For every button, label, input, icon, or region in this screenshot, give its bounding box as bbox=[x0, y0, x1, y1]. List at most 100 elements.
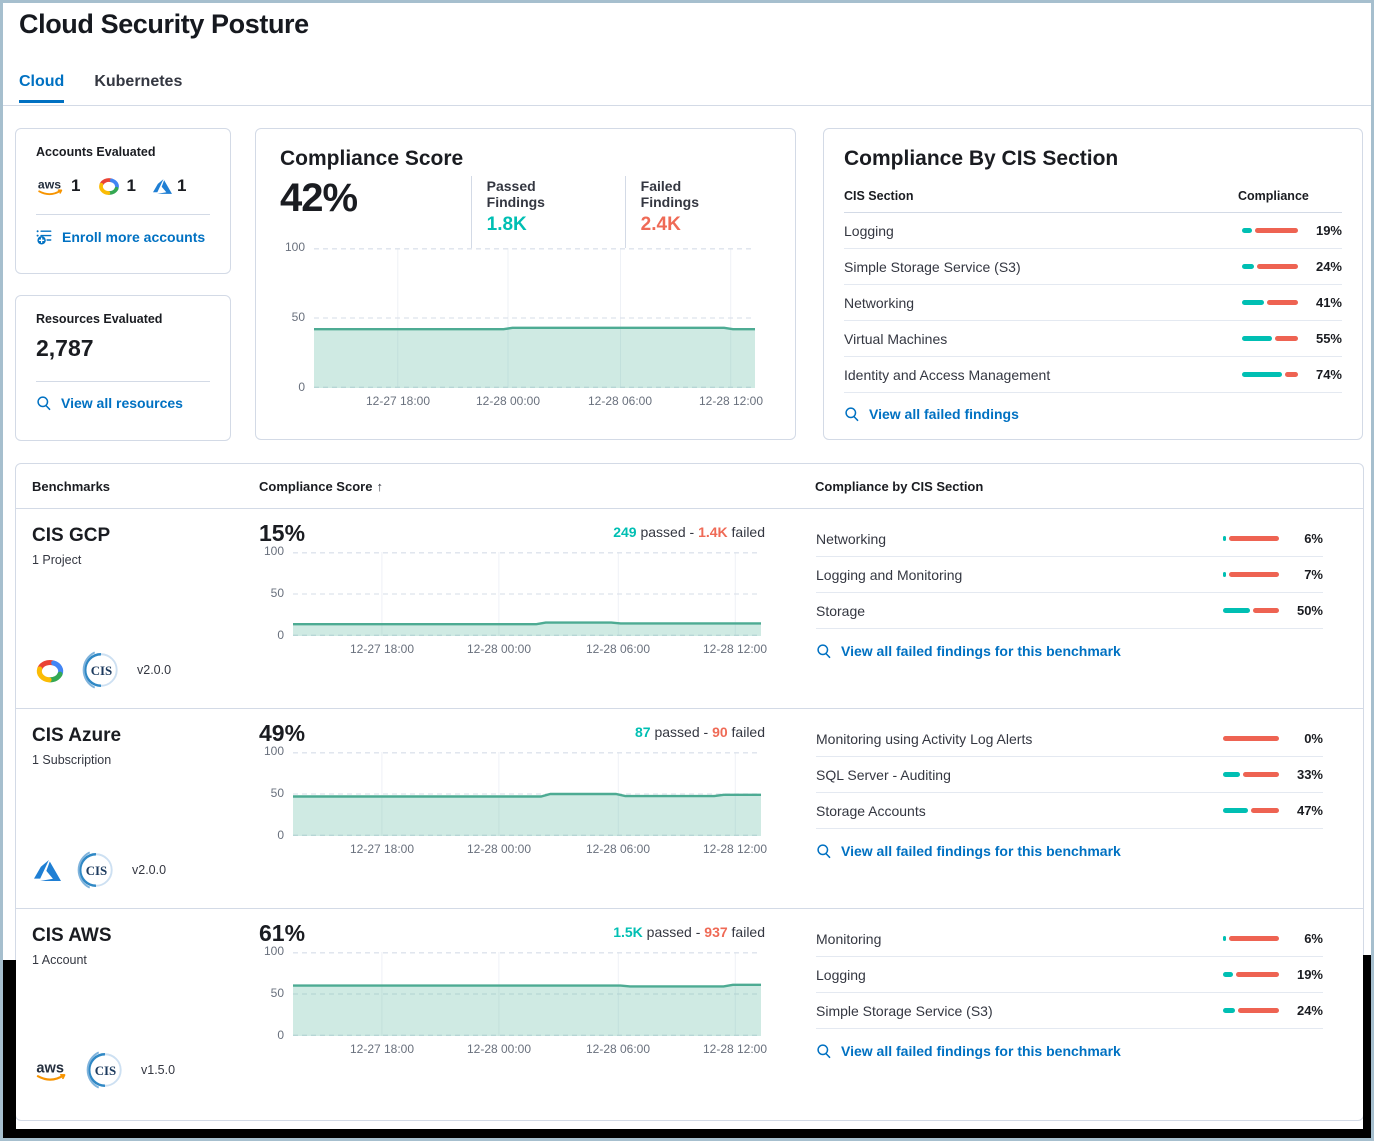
tab-kubernetes[interactable]: Kubernetes bbox=[94, 73, 183, 90]
cis-section-label: Monitoring using Activity Log Alerts bbox=[816, 730, 1033, 747]
cis-section-row: Networking 41% bbox=[844, 285, 1342, 321]
benchmark-trend-chart: 0 50 100 12-27 18:00 12-28 00:00 12-28 06:00… bbox=[259, 744, 815, 862]
cis-logo-icon: CIS bbox=[77, 851, 113, 889]
y-axis-tick: 100 bbox=[284, 240, 305, 254]
compliance-percent: 41% bbox=[1315, 295, 1342, 310]
compliance-bar bbox=[1223, 972, 1279, 977]
y-axis: 0 50 100 bbox=[259, 744, 293, 842]
benchmark-scope: 1 Account bbox=[32, 953, 87, 967]
azure-icon bbox=[34, 859, 61, 881]
benchmark-row: CIS GCP 1 Project CIS v2.0.0 15% 249 pas… bbox=[16, 509, 1363, 709]
cis-section-label: Networking bbox=[844, 294, 915, 311]
cis-logo-icon: CIS bbox=[86, 1051, 122, 1089]
provider-count: 1 bbox=[97, 176, 136, 196]
resources-evaluated-card: Resources Evaluated 2,787 View all resou… bbox=[15, 295, 231, 441]
compliance-percent: 6% bbox=[1304, 531, 1323, 546]
aws-icon: aws bbox=[38, 177, 63, 195]
tab-bar: Cloud Kubernetes bbox=[19, 73, 182, 103]
compliance-percent: 55% bbox=[1315, 331, 1342, 346]
x-axis-tick: 12-28 12:00 bbox=[702, 1042, 768, 1056]
area-chart bbox=[293, 752, 761, 836]
x-axis: 12-27 18:00 12-28 00:00 12-28 06:00 12-28 1… bbox=[293, 642, 767, 662]
link-label: View all failed findings for this benchm… bbox=[841, 843, 1121, 859]
compliance-bar bbox=[1223, 572, 1279, 577]
view-failed-findings-benchmark-link[interactable]: View all failed findings for this benchm… bbox=[816, 643, 1121, 659]
cis-table-header: CIS Section Compliance bbox=[844, 180, 1342, 213]
benchmark-score-cell: 15% 249 passed - 1.4K failed 0 50 100 12-2… bbox=[259, 509, 815, 708]
svg-text:aws: aws bbox=[38, 177, 61, 191]
aws-icon: aws bbox=[36, 1060, 66, 1081]
y-axis-tick: 0 bbox=[277, 628, 284, 642]
cis-logo-icon: CIS bbox=[82, 651, 118, 689]
x-axis: 12-27 18:00 12-28 00:00 12-28 06:00 12-28 1… bbox=[314, 394, 763, 414]
benchmark-info-cell: CIS AWS 1 Account aws CIS v1.5.0 bbox=[32, 909, 259, 1122]
enroll-more-accounts-link[interactable]: Enroll more accounts bbox=[36, 228, 205, 245]
view-all-failed-findings-link[interactable]: View all failed findings bbox=[844, 406, 1019, 422]
compliance-by-cis-section-card: Compliance By CIS Section CIS Section Co… bbox=[823, 128, 1363, 440]
y-axis-tick: 0 bbox=[277, 1028, 284, 1042]
svg-text:aws: aws bbox=[36, 1060, 64, 1076]
y-axis-tick: 100 bbox=[263, 744, 284, 758]
failed-findings-label: Failed Findings bbox=[640, 178, 699, 210]
link-label: Enroll more accounts bbox=[62, 228, 206, 245]
search-icon bbox=[37, 396, 51, 411]
x-axis-tick: 12-28 00:00 bbox=[466, 842, 532, 856]
benchmarks-column-header: Benchmarks bbox=[32, 478, 111, 494]
gcp-icon bbox=[36, 659, 64, 682]
svg-text:CIS: CIS bbox=[86, 864, 107, 878]
cis-section-row: Logging and Monitoring 7% bbox=[816, 557, 1323, 593]
y-axis-tick: 100 bbox=[263, 944, 284, 958]
cis-section-label: SQL Server - Auditing bbox=[816, 766, 951, 783]
benchmarks-table-header: Benchmarks Compliance Score ↑ Compliance … bbox=[16, 464, 1363, 509]
plot-area bbox=[293, 952, 761, 1036]
x-axis-tick: 12-27 18:00 bbox=[349, 1042, 415, 1056]
failed-count: 90 bbox=[712, 724, 728, 740]
passed-failed-summary: 249 passed - 1.4K failed bbox=[613, 524, 765, 540]
view-failed-findings-benchmark-link[interactable]: View all failed findings for this benchm… bbox=[816, 1043, 1121, 1059]
background-matte bbox=[3, 1129, 1371, 1138]
compliance-percent: 74% bbox=[1315, 367, 1342, 382]
y-axis-tick: 0 bbox=[277, 828, 284, 842]
passed-findings-metric: Passed Findings 1.8K bbox=[470, 176, 625, 248]
cis-section-column-header: CIS Section bbox=[844, 189, 914, 203]
passed-count: 249 bbox=[613, 524, 637, 540]
view-all-resources-link[interactable]: View all resources bbox=[36, 395, 183, 411]
benchmark-logos: CIS v2.0.0 bbox=[34, 649, 171, 691]
cis-section-label: Logging and Monitoring bbox=[816, 566, 963, 583]
compliance-score-card: Compliance Score 42% Passed Findings 1.8… bbox=[255, 128, 796, 440]
x-axis-tick: 12-27 18:00 bbox=[349, 642, 415, 656]
x-axis-tick: 12-28 12:00 bbox=[698, 394, 764, 408]
compliance-bar bbox=[1223, 736, 1279, 741]
cis-section-label: Storage bbox=[816, 602, 866, 619]
sort-ascending-icon: ↑ bbox=[376, 478, 383, 494]
area-chart bbox=[293, 552, 761, 636]
benchmark-name: CIS Azure bbox=[32, 725, 122, 746]
compliance-score-sort-header[interactable]: Compliance Score ↑ bbox=[259, 479, 815, 494]
cis-section-row: Virtual Machines 55% bbox=[844, 321, 1342, 357]
cis-section-row: Storage Accounts 47% bbox=[816, 793, 1323, 829]
tab-cloud[interactable]: Cloud bbox=[19, 73, 65, 103]
x-axis: 12-27 18:00 12-28 00:00 12-28 06:00 12-28 1… bbox=[293, 1042, 767, 1062]
benchmark-score-cell: 49% 87 passed - 90 failed 0 50 100 12-27 1… bbox=[259, 709, 815, 908]
plot-area bbox=[293, 752, 761, 836]
compliance-bar bbox=[1242, 228, 1298, 233]
x-axis-tick: 12-28 00:00 bbox=[466, 642, 532, 656]
y-axis-tick: 100 bbox=[263, 544, 284, 558]
benchmark-score-cell: 61% 1.5K passed - 937 failed 0 50 100 12-2… bbox=[259, 909, 815, 1122]
view-failed-findings-benchmark-link[interactable]: View all failed findings for this benchm… bbox=[816, 843, 1121, 859]
compliance-bar bbox=[1223, 772, 1279, 777]
passed-failed-summary: 87 passed - 90 failed bbox=[635, 724, 765, 740]
x-axis-tick: 12-28 00:00 bbox=[466, 1042, 532, 1056]
benchmark-score: 49% bbox=[259, 720, 306, 746]
compliance-by-cis-column-header: Compliance by CIS Section bbox=[815, 478, 984, 494]
benchmarks-table-card: Benchmarks Compliance Score ↑ Compliance … bbox=[15, 463, 1364, 1121]
cis-section-row: Monitoring 6% bbox=[816, 921, 1323, 957]
background-matte bbox=[1363, 955, 1371, 1138]
compliance-percent: 47% bbox=[1296, 803, 1323, 818]
x-axis-tick: 12-28 12:00 bbox=[702, 842, 768, 856]
compliance-bar bbox=[1223, 808, 1279, 813]
compliance-bar bbox=[1242, 372, 1298, 377]
compliance-bar bbox=[1223, 608, 1279, 613]
benchmark-score: 15% bbox=[259, 520, 306, 546]
